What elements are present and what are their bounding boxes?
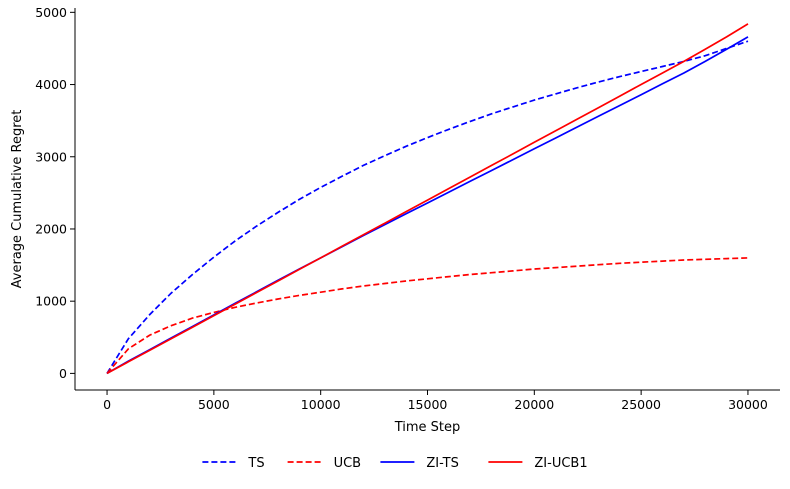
series-line-ts [106, 40, 749, 374]
legend-label: UCB [334, 456, 362, 471]
legend-item-ts: TS [202, 456, 265, 471]
y-tick-label: 0 [59, 366, 67, 381]
legend-item-zi-ts: ZI-TS [380, 456, 459, 471]
y-tick-label: 1000 [35, 294, 67, 309]
x-tick-label: 25000 [621, 397, 661, 412]
legend-label: TS [247, 456, 264, 471]
legend-item-zi-ucb1: ZI-UCB1 [488, 456, 588, 471]
legend: TS UCB ZI-TS ZI-UCB1 [202, 456, 588, 471]
x-tick-label: 10000 [301, 397, 341, 412]
x-axis-title: Time Step [394, 420, 461, 435]
x-tick-label: 30000 [728, 397, 768, 412]
legend-label: ZI-UCB1 [534, 456, 587, 471]
series-layer [106, 23, 749, 375]
series-line-zi-ts [106, 36, 749, 375]
x-tick-label: 0 [103, 397, 111, 412]
y-tick-label: 2000 [35, 221, 67, 236]
y-axis: 0 1000 2000 3000 4000 5000 [35, 5, 76, 390]
y-tick-label: 5000 [35, 5, 67, 20]
legend-label: ZI-TS [426, 456, 458, 471]
x-tick-label: 20000 [514, 397, 554, 412]
series-line-ucb [106, 257, 749, 374]
x-axis: 0 5000 10000 15000 20000 25000 30000 [75, 389, 780, 412]
series-line-zi-ucb1 [106, 23, 749, 375]
legend-item-ucb: UCB [287, 456, 362, 471]
y-axis-title: Average Cumulative Regret [10, 110, 25, 289]
y-tick-label: 4000 [35, 77, 67, 92]
y-tick-label: 3000 [35, 149, 67, 164]
x-tick-label: 5000 [198, 397, 230, 412]
x-tick-label: 15000 [408, 397, 448, 412]
